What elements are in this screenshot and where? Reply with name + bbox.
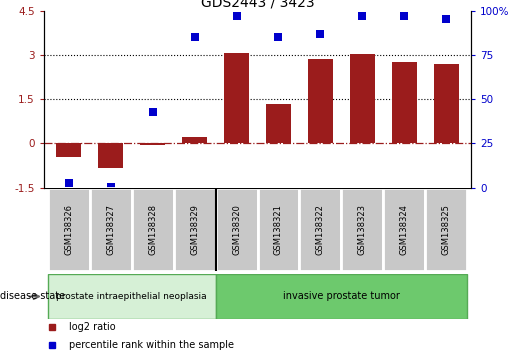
Point [191,34,199,40]
Bar [56,143,81,156]
Point [149,109,157,114]
Text: GSM138327: GSM138327 [106,204,115,255]
Bar [48,274,216,319]
Bar [425,188,467,271]
Bar [299,188,341,271]
Point [358,13,366,19]
Point [65,180,73,186]
Text: percentile rank within the sample: percentile rank within the sample [70,340,234,350]
Bar [98,143,124,169]
Point [316,31,324,36]
Bar [216,188,258,271]
Point [107,184,115,190]
Text: GSM138324: GSM138324 [400,204,409,255]
Text: disease state: disease state [0,291,65,302]
Text: GSM138322: GSM138322 [316,204,325,255]
Text: log2 ratio: log2 ratio [70,322,116,332]
Text: GSM138321: GSM138321 [274,204,283,255]
Text: invasive prostate tumor: invasive prostate tumor [283,291,400,302]
Bar [308,59,333,143]
Bar [132,188,174,271]
Bar [350,54,375,143]
Bar [48,188,90,271]
Bar [182,137,207,143]
Bar [216,274,467,319]
Bar [174,188,216,271]
Bar [341,188,383,271]
Text: GSM138323: GSM138323 [358,204,367,255]
Title: GDS2443 / 3423: GDS2443 / 3423 [201,0,314,10]
Text: GSM138328: GSM138328 [148,204,157,255]
Text: GSM138329: GSM138329 [190,204,199,255]
Point [232,13,241,19]
Bar [391,62,417,143]
Bar [434,64,459,143]
Text: GSM138325: GSM138325 [441,204,451,255]
Bar [258,188,299,271]
Bar [140,143,165,145]
Text: GSM138320: GSM138320 [232,204,241,255]
Point [400,13,408,19]
Bar [383,188,425,271]
Bar [90,188,132,271]
Text: GSM138326: GSM138326 [64,204,74,255]
Point [274,34,283,40]
Bar [224,52,249,143]
Bar [266,104,291,143]
Text: prostate intraepithelial neoplasia: prostate intraepithelial neoplasia [57,292,207,301]
Point [442,17,450,22]
